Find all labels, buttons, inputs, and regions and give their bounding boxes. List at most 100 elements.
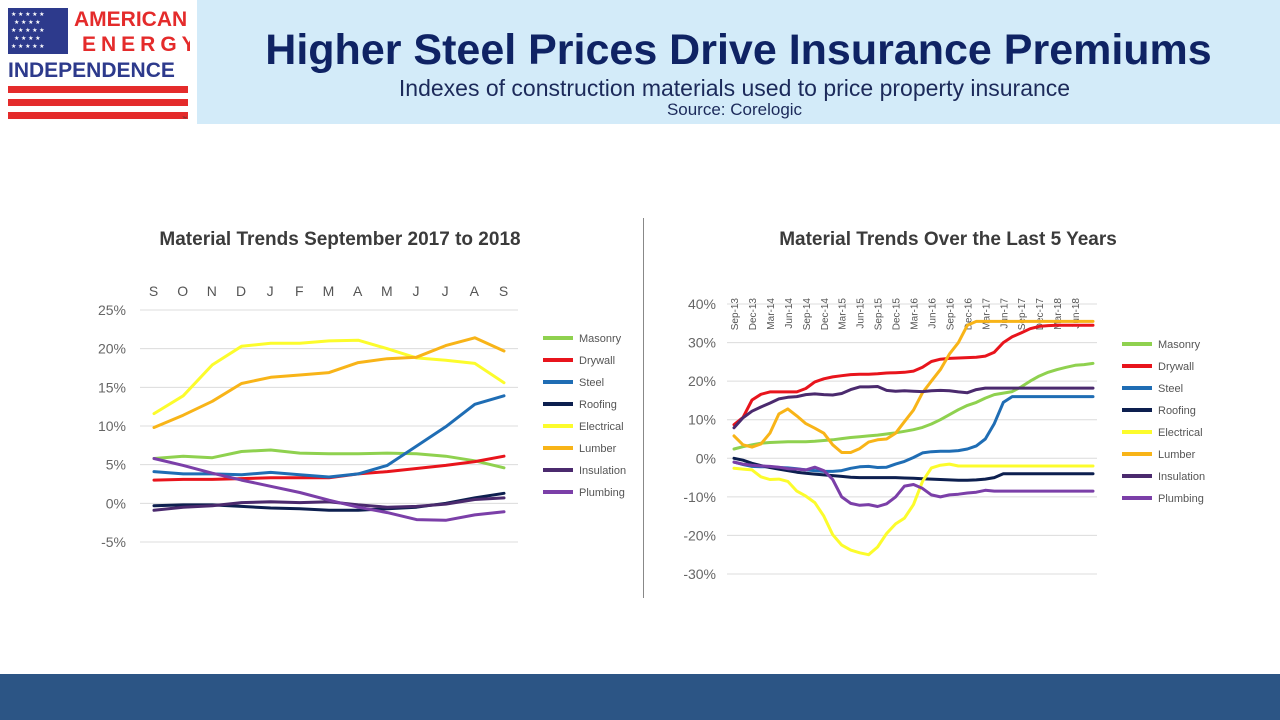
svg-text:★ ★ ★ ★ ★: ★ ★ ★ ★ ★ [11, 11, 45, 18]
series-line-plumbing [152, 457, 506, 522]
legend-label-drywall: Drywall [1158, 361, 1194, 373]
y-tick-label: 25% [98, 302, 126, 318]
y-tick-label: 10% [98, 418, 126, 434]
logo-tm: ™ [182, 116, 187, 120]
series-line-plumbing [732, 460, 1095, 508]
svg-text:★ ★ ★ ★ ★: ★ ★ ★ ★ ★ [11, 27, 45, 34]
x-tick-label: Mar-17 [981, 298, 992, 330]
logo: ★ ★ ★ ★ ★ ★ ★ ★ ★ ★ ★ ★ ★ ★ ★ ★ ★ ★ ★ ★ … [8, 8, 190, 120]
x-tick-label: Mar-15 [838, 298, 849, 330]
y-tick-label: -20% [683, 527, 716, 543]
svg-text:★ ★ ★ ★: ★ ★ ★ ★ [14, 19, 41, 26]
x-tick-label: J [267, 283, 275, 299]
series-line-electrical [732, 462, 1095, 557]
legend-label-electrical: Electrical [1158, 427, 1203, 439]
y-tick-label: 0% [696, 450, 716, 466]
legend-label-steel: Steel [1158, 383, 1183, 395]
legend-label-steel: Steel [579, 377, 604, 389]
series-line-drywall [732, 323, 1095, 427]
y-tick-label: 5% [106, 457, 126, 473]
x-tick-label: Dec-16 [963, 298, 974, 331]
series-line-masonry [732, 361, 1095, 451]
y-tick-label: -5% [101, 534, 126, 550]
legend-label-electrical: Electrical [579, 421, 624, 433]
header: ★ ★ ★ ★ ★ ★ ★ ★ ★ ★ ★ ★ ★ ★ ★ ★ ★ ★ ★ ★ … [0, 0, 1280, 124]
x-tick-label: Dec-15 [892, 298, 903, 331]
y-tick-label: -30% [683, 566, 716, 582]
legend-label-lumber: Lumber [579, 443, 617, 455]
footer-bar [0, 674, 1280, 720]
chart-title: Material Trends September 2017 to 2018 [159, 229, 520, 250]
x-tick-label: M [323, 283, 336, 299]
x-tick-label: A [353, 283, 363, 299]
flag-stripe [8, 86, 188, 93]
legend-label-drywall: Drywall [579, 355, 615, 367]
x-tick-label: Sep-13 [730, 298, 741, 331]
x-tick-label: Sep-16 [945, 298, 956, 331]
y-tick-label: 40% [688, 296, 716, 312]
x-tick-label: Mar-16 [910, 298, 921, 330]
chart-title: Material Trends Over the Last 5 Years [779, 229, 1117, 250]
legend-label-masonry: Masonry [579, 333, 622, 345]
chart-sep2017-2018: Material Trends September 2017 to 2018 -5… [98, 229, 626, 550]
series-line-lumber [732, 319, 1095, 454]
x-tick-label: Jun-14 [784, 298, 795, 329]
series-line-insulation [152, 496, 506, 512]
chart-divider [643, 218, 644, 598]
x-tick-label: Dec-14 [820, 298, 831, 331]
x-tick-label: A [470, 283, 480, 299]
logo-line3: INDEPENDENCE [8, 59, 175, 82]
x-tick-label: Jun-18 [1071, 298, 1082, 329]
legend-label-roofing: Roofing [1158, 405, 1196, 417]
x-tick-label: Mar-14 [766, 298, 777, 330]
svg-text:★ ★ ★ ★: ★ ★ ★ ★ [14, 35, 41, 42]
flag-stripe [8, 112, 188, 119]
legend-label-plumbing: Plumbing [1158, 493, 1204, 505]
legend-label-insulation: Insulation [579, 465, 626, 477]
x-tick-label: Sep-17 [1017, 298, 1028, 331]
x-tick-label: D [236, 283, 247, 299]
x-tick-label: Sep-14 [802, 298, 813, 331]
y-tick-label: 0% [106, 495, 126, 511]
series-line-lumber [152, 336, 506, 429]
legend-label-insulation: Insulation [1158, 471, 1205, 483]
logo-line1: AMERICAN [74, 8, 187, 31]
series-line-masonry [152, 448, 506, 470]
flag-canton [8, 8, 68, 54]
x-tick-label: Jun-16 [927, 298, 938, 329]
x-tick-label: S [499, 283, 509, 299]
x-tick-label: N [207, 283, 218, 299]
series-line-roofing [732, 456, 1095, 482]
x-tick-label: J [442, 283, 450, 299]
logo-line2: ENERGY [82, 33, 190, 56]
y-tick-label: 30% [688, 335, 716, 351]
x-tick-label: Dec-13 [748, 298, 759, 331]
page-title: Higher Steel Prices Drive Insurance Prem… [265, 26, 1212, 74]
legend-label-masonry: Masonry [1158, 339, 1201, 351]
x-tick-label: Mar-18 [1053, 298, 1064, 330]
x-tick-label: O [177, 283, 189, 299]
legend-label-plumbing: Plumbing [579, 487, 625, 499]
flag-stars: ★ ★ ★ ★ ★ ★ ★ ★ ★ ★ ★ ★ ★ ★ ★ ★ ★ ★ ★ ★ … [11, 11, 45, 50]
x-tick-label: Sep-15 [874, 298, 885, 331]
page-subtitle: Indexes of construction materials used t… [398, 75, 1071, 101]
y-tick-label: 20% [98, 341, 126, 357]
legend-label-roofing: Roofing [579, 399, 617, 411]
x-tick-label: Jun-17 [999, 298, 1010, 329]
x-tick-label: J [413, 283, 421, 299]
x-tick-label: M [381, 283, 394, 299]
svg-text:★ ★ ★ ★ ★: ★ ★ ★ ★ ★ [11, 43, 45, 50]
y-tick-label: 15% [98, 379, 126, 395]
x-tick-label: Jun-15 [856, 298, 867, 329]
legend-label-lumber: Lumber [1158, 449, 1196, 461]
x-tick-label: S [149, 283, 159, 299]
series-line-insulation [732, 385, 1095, 430]
chart-last-5-years: Material Trends Over the Last 5 Years -30… [683, 229, 1205, 582]
series-line-electrical [152, 338, 506, 416]
x-tick-label: Dec-17 [1035, 298, 1046, 331]
source-note: Source: Corelogic [666, 100, 803, 119]
flag-stripe [8, 99, 188, 106]
header-band [197, 0, 1280, 124]
y-tick-label: -10% [683, 489, 716, 505]
y-tick-label: 20% [688, 373, 716, 389]
